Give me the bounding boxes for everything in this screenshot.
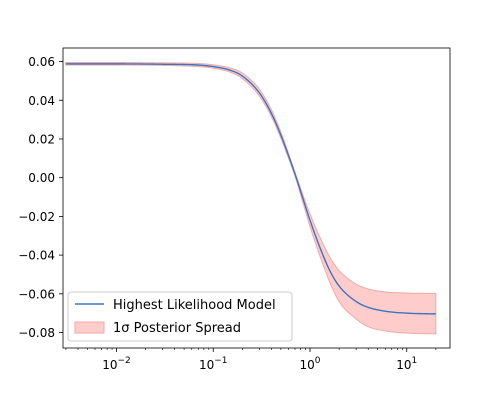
- y-tick-label: −0.04: [18, 249, 55, 263]
- y-tick-label: −0.08: [18, 326, 55, 340]
- y-tick-label: 0.06: [28, 55, 55, 69]
- x-tick-base: 10: [299, 358, 314, 372]
- x-tick-label: 101: [396, 356, 417, 372]
- x-tick-base: 10: [199, 358, 214, 372]
- x-tick-base: 10: [102, 358, 117, 372]
- band-layer: [65, 62, 437, 335]
- x-tick-label: 100: [299, 356, 320, 372]
- x-tick-base: 10: [396, 358, 411, 372]
- x-tick-exponent: −2: [117, 356, 130, 366]
- plot-frame: [62, 47, 451, 349]
- legend-label-spread: 1σ Posterior Spread: [113, 321, 241, 336]
- y-tick-label: 0.04: [28, 94, 55, 108]
- legend-band-swatch: [74, 321, 105, 334]
- x-tick-exponent: 1: [412, 356, 418, 366]
- y-tick-label: −0.02: [18, 210, 55, 224]
- legend: Highest Likelihood Model 1σ Posterior Sp…: [67, 291, 293, 342]
- y-tick-label: 0.02: [28, 132, 55, 146]
- line-layer: [65, 63, 436, 315]
- y-tick-label: −0.06: [18, 287, 55, 301]
- x-tick-label: 10−1: [199, 356, 228, 372]
- legend-label-model: Highest Likelihood Model: [113, 298, 276, 313]
- x-tick-label: 10−2: [102, 356, 131, 372]
- posterior-spread-band: [65, 62, 437, 335]
- y-tick-label: 0.00: [28, 171, 55, 185]
- highest-likelihood-line: [65, 63, 436, 315]
- x-axis: 10−2 10−1 100 101: [65, 348, 437, 372]
- legend-box: [67, 291, 293, 342]
- x-tick-exponent: −1: [214, 356, 227, 366]
- x-tick-exponent: 0: [315, 356, 321, 366]
- y-axis: 0.06 0.04 0.02 0.00 −0.02 −0.04 −0.06 −0.08: [18, 55, 63, 340]
